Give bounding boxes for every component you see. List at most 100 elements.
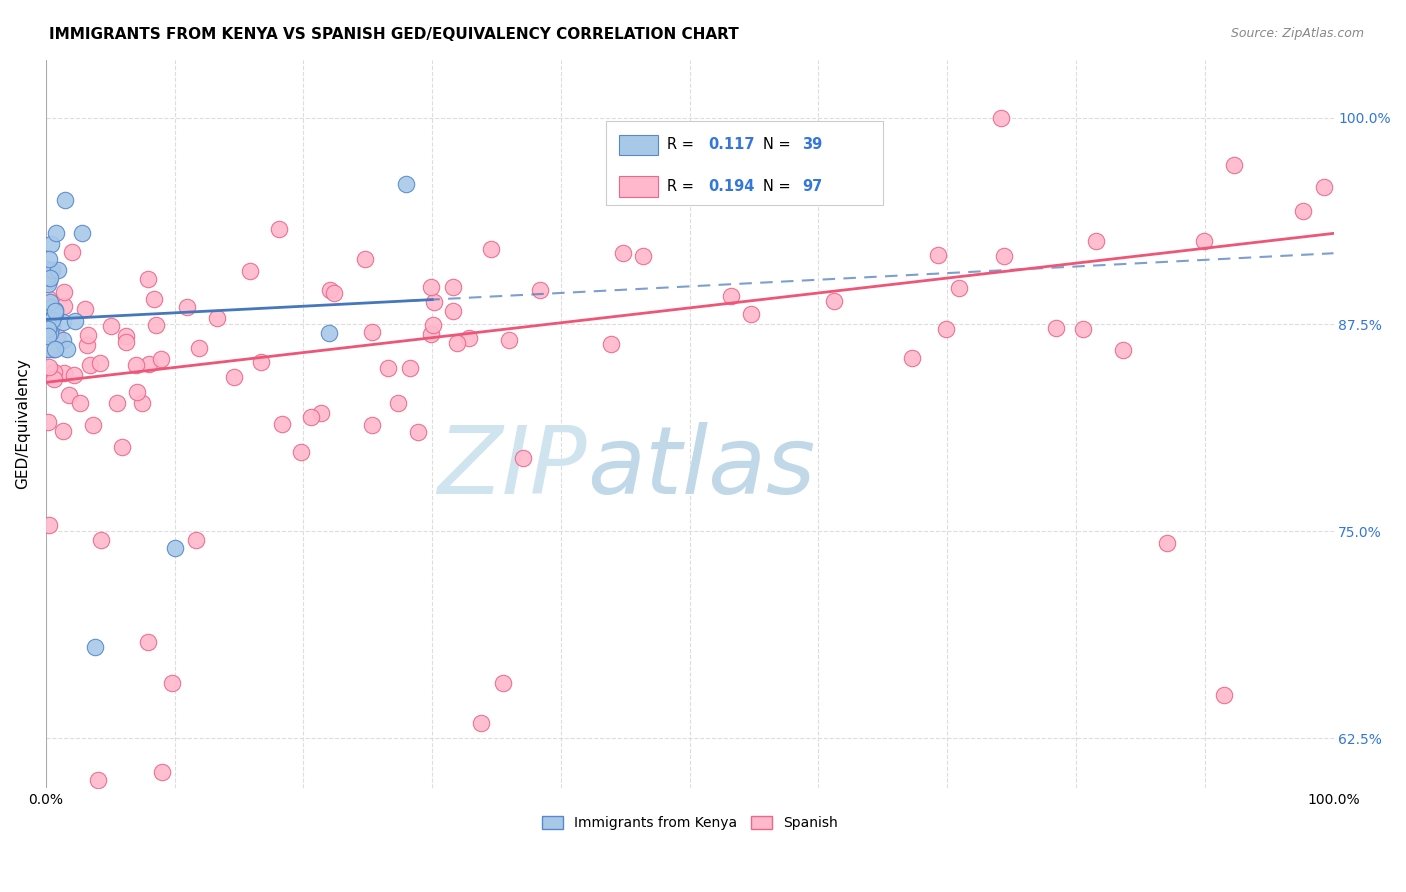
Text: 97: 97 bbox=[801, 179, 823, 194]
Point bbox=[446, 335, 468, 350]
Point bbox=[38, 343, 60, 357]
Point bbox=[52, 299, 75, 313]
Point bbox=[399, 361, 422, 376]
Point bbox=[319, 283, 342, 297]
Point bbox=[52, 285, 75, 300]
Point bbox=[52, 333, 75, 347]
Point bbox=[42, 343, 65, 357]
Legend: Immigrants from Kenya, Spanish: Immigrants from Kenya, Spanish bbox=[536, 810, 844, 836]
Point bbox=[900, 351, 922, 366]
Point bbox=[63, 368, 86, 382]
Point bbox=[114, 329, 136, 343]
Point bbox=[631, 249, 654, 263]
Point bbox=[408, 425, 430, 439]
Point bbox=[39, 295, 62, 310]
Point bbox=[935, 322, 957, 336]
Point bbox=[37, 270, 59, 285]
Point bbox=[423, 294, 446, 309]
Point bbox=[39, 326, 62, 341]
Point bbox=[1085, 234, 1108, 248]
Text: atlas: atlas bbox=[586, 422, 815, 513]
Point bbox=[53, 367, 76, 381]
Y-axis label: GED/Equivalency: GED/Equivalency bbox=[15, 359, 30, 489]
Point bbox=[89, 356, 111, 370]
Point bbox=[79, 358, 101, 372]
Point bbox=[83, 640, 105, 655]
Point bbox=[323, 286, 346, 301]
Bar bbox=[619, 135, 658, 155]
Point bbox=[60, 244, 83, 259]
Point bbox=[1071, 321, 1094, 335]
Point bbox=[479, 242, 502, 256]
Point bbox=[46, 262, 69, 277]
Point bbox=[301, 409, 323, 424]
Point bbox=[457, 331, 479, 345]
FancyBboxPatch shape bbox=[606, 121, 883, 205]
Text: N =: N = bbox=[763, 137, 796, 153]
Point bbox=[599, 337, 621, 351]
Point bbox=[377, 360, 399, 375]
Point bbox=[184, 533, 207, 547]
Point bbox=[512, 450, 534, 465]
Point bbox=[145, 318, 167, 332]
Point bbox=[37, 322, 59, 336]
Point bbox=[419, 279, 441, 293]
Text: R =: R = bbox=[666, 137, 697, 153]
Point bbox=[63, 314, 86, 328]
Point bbox=[990, 111, 1012, 125]
Point bbox=[38, 318, 60, 333]
Point bbox=[38, 518, 60, 533]
Point bbox=[1313, 180, 1336, 194]
Text: R =: R = bbox=[666, 179, 697, 194]
Point bbox=[41, 237, 63, 252]
Point bbox=[110, 440, 132, 454]
Point bbox=[73, 301, 96, 316]
Point bbox=[38, 359, 60, 374]
Point bbox=[37, 319, 59, 334]
Point bbox=[205, 311, 228, 326]
Point bbox=[823, 293, 845, 308]
Point bbox=[39, 266, 62, 280]
Point bbox=[58, 388, 80, 402]
Point bbox=[125, 358, 148, 372]
Point bbox=[360, 325, 382, 339]
Point bbox=[100, 319, 122, 334]
Point bbox=[395, 177, 418, 191]
Text: ZIP: ZIP bbox=[437, 422, 586, 513]
Text: 0.194: 0.194 bbox=[707, 179, 754, 194]
Point bbox=[354, 252, 377, 267]
Text: IMMIGRANTS FROM KENYA VS SPANISH GED/EQUIVALENCY CORRELATION CHART: IMMIGRANTS FROM KENYA VS SPANISH GED/EQU… bbox=[49, 27, 740, 42]
Point bbox=[387, 396, 409, 410]
Point bbox=[441, 280, 464, 294]
Point bbox=[41, 318, 63, 333]
Point bbox=[44, 372, 66, 386]
Point bbox=[422, 318, 444, 332]
Point bbox=[290, 445, 312, 459]
Point bbox=[107, 396, 129, 410]
Point bbox=[44, 304, 66, 318]
Point bbox=[361, 418, 384, 433]
Point bbox=[131, 395, 153, 409]
Text: 39: 39 bbox=[801, 137, 823, 153]
Point bbox=[115, 335, 138, 350]
Point bbox=[948, 281, 970, 295]
Point bbox=[69, 396, 91, 410]
Point bbox=[44, 306, 66, 320]
Point bbox=[53, 194, 76, 208]
Text: Source: ZipAtlas.com: Source: ZipAtlas.com bbox=[1230, 27, 1364, 40]
Point bbox=[188, 341, 211, 355]
Point bbox=[70, 227, 93, 241]
Point bbox=[470, 715, 492, 730]
Text: N =: N = bbox=[763, 179, 796, 194]
Point bbox=[82, 418, 104, 433]
Point bbox=[720, 289, 742, 303]
Point bbox=[492, 676, 515, 690]
Point bbox=[52, 424, 75, 438]
Point bbox=[42, 343, 65, 357]
Point bbox=[77, 327, 100, 342]
Point bbox=[87, 772, 110, 787]
Point bbox=[41, 263, 63, 277]
Point bbox=[37, 343, 59, 357]
Point bbox=[38, 270, 60, 285]
Point bbox=[149, 352, 172, 367]
